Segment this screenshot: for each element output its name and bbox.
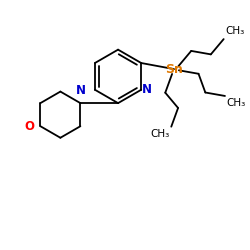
Text: N: N — [76, 84, 86, 97]
Text: CH₃: CH₃ — [151, 129, 170, 139]
Text: CH₃: CH₃ — [226, 98, 246, 108]
Text: CH₃: CH₃ — [225, 26, 244, 36]
Text: N: N — [142, 83, 152, 96]
Text: Sn: Sn — [165, 62, 183, 76]
Text: O: O — [24, 120, 34, 133]
